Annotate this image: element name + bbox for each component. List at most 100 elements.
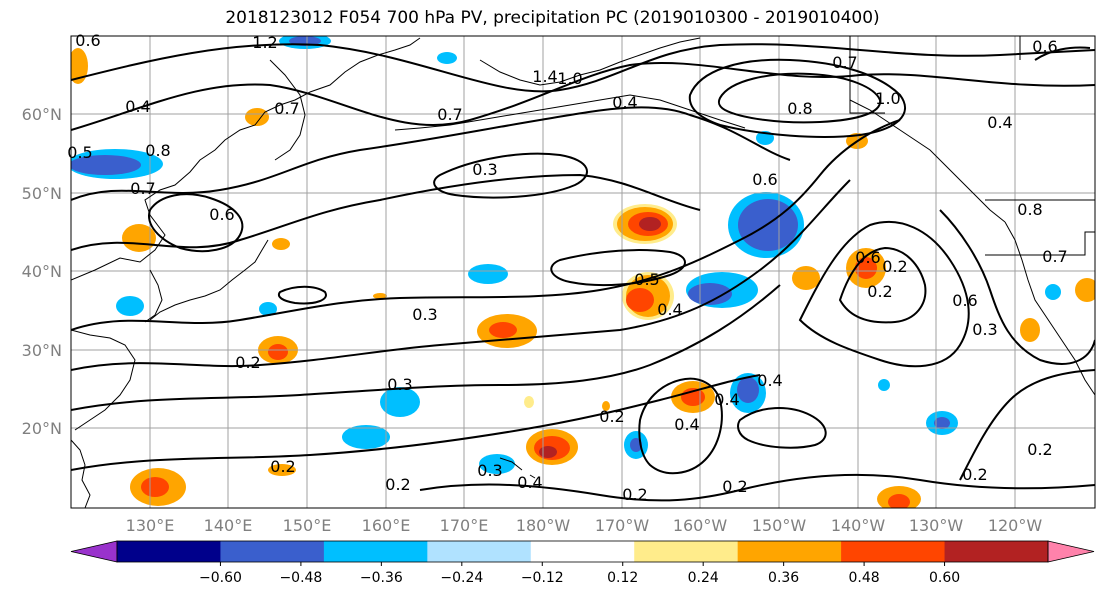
contour-label: 0.6 [1032,37,1057,56]
pv-contour [717,72,882,124]
contour-label: 0.3 [972,320,997,339]
colorbar-segment [737,541,842,562]
pv-contour [71,179,851,371]
lat-label: 30°N [22,341,62,360]
contour-label: 0.6 [752,170,777,189]
colorbar-tick-label: 0.48 [849,570,880,586]
contour-labels: 1.20.60.40.5 0.80.70.70.61.4 1.00.70.40.7 0… [67,31,1067,504]
pv-contour [1034,46,1091,61]
precip-blob [71,48,88,84]
contour-label: 0.3 [412,305,437,324]
lat-label: 50°N [22,184,62,203]
pv-contour [688,58,906,138]
colorbar [70,540,1095,563]
precip-blob [539,446,557,458]
coastline-japan [149,239,269,321]
colorbar-segment [530,541,635,562]
contour-label: 0.8 [1017,200,1042,219]
graticule [71,36,1095,508]
coastline-alaska [479,37,701,86]
contour-label: 0.7 [832,53,857,72]
map-area [71,36,1095,508]
precip-blob [272,238,290,250]
pv-contour [939,209,1095,365]
map-boxes [849,36,1095,256]
precip-blob [878,379,890,391]
box-outline [849,36,885,114]
precip-blob [639,217,661,231]
contour-label: 0.3 [472,160,497,179]
coastline-alaska-se [849,99,1006,223]
colorbar-segment [634,541,739,562]
precip-blob [489,322,517,338]
coastline-hawaii [499,457,536,479]
precip-blob [1075,278,1095,302]
contour-label: 0.2 [235,353,260,372]
lon-label: 140°E [204,516,253,535]
precip-blob [342,425,390,449]
pv-contour [148,193,244,253]
contour-label: 0.4 [517,473,542,492]
latitude-labels: 60°N 50°N 40°N 30°N 20°N [22,105,62,438]
colorbar-tick-label: −0.36 [360,570,403,586]
colorbar-extend-high [1047,540,1095,563]
contour-label: 0.4 [987,113,1012,132]
precip-blob [245,108,269,126]
pv-contour [433,152,588,199]
precip-blob [268,344,288,360]
pv-contour [737,407,827,449]
contour-label: 0.3 [477,461,502,480]
lon-label: 170°W [595,516,650,535]
contour-label: 0.4 [125,97,150,116]
colorbar-tick-label: 0.24 [688,570,719,586]
precip-blob [1045,284,1061,300]
precip-blob [71,155,141,175]
precip-blob [1020,318,1040,342]
colorbar-tick-label: −0.48 [279,570,322,586]
colorbar-segment [841,541,946,562]
contour-label: 0.6 [75,31,100,50]
pv-contour [638,377,723,475]
contour-label: 0.2 [722,477,747,496]
coastline-china-east [71,329,136,431]
contour-label: 1.2 [252,33,277,52]
precip-blob [437,52,457,64]
colorbar-segment [427,541,532,562]
lon-label: 170°E [440,516,489,535]
contour-label: 0.5 [67,143,92,162]
pv-contour [277,285,327,305]
pv-contour [71,173,701,251]
lat-label: 20°N [22,419,62,438]
pv-contour [71,43,1095,93]
pv-contour [838,246,927,324]
contour-label: 1.0 [557,69,582,88]
colorbar-tick-label: −0.12 [521,570,564,586]
pv-contour [71,284,781,411]
pv-contour [71,374,761,471]
contour-label: 0.4 [757,371,782,390]
lon-label: 130°W [909,516,964,535]
precip-blob [479,454,515,474]
positive-precip-anomalies [71,48,1095,508]
contour-label: 1.0 [875,89,900,108]
contour-label: 0.5 [634,270,659,289]
colorbar-tick-label: 0.36 [768,570,799,586]
contour-label: 0.2 [385,475,410,494]
contour-label: 0.6 [855,248,880,267]
contour-label: 0.2 [622,485,647,504]
contour-label: 0.7 [437,105,462,124]
pv-contour [550,249,686,287]
precip-blob [630,438,642,452]
contour-label: 0.2 [599,407,624,426]
precip-blob [259,302,277,316]
coastline-north-america [1004,221,1095,396]
precip-blob [116,296,144,316]
pv-contour [419,473,1095,502]
lon-label: 160°E [362,516,411,535]
contour-label: 0.2 [1027,440,1052,459]
coastline-philippines [71,439,91,508]
precip-blob [792,266,820,290]
precip-blob [626,288,654,312]
lat-label: 40°N [22,262,62,281]
